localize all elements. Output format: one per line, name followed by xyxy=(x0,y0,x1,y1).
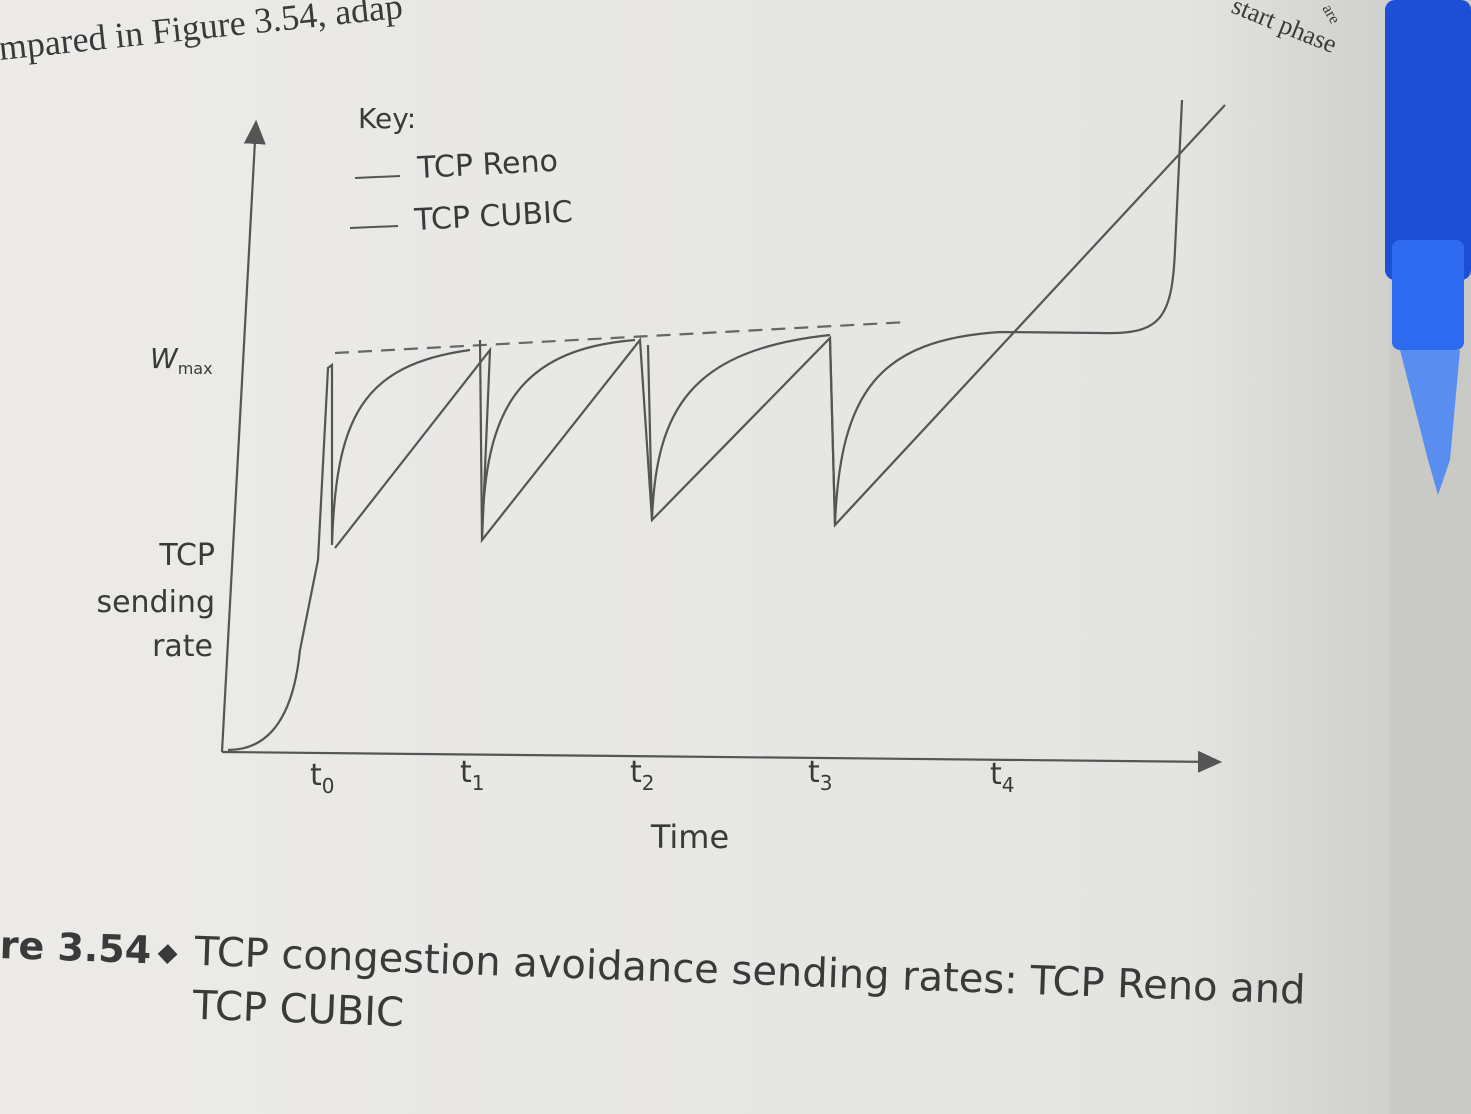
x-tick-label: t0 xyxy=(310,758,335,798)
key-swatch xyxy=(349,225,399,229)
cubic-line xyxy=(227,99,1184,752)
x-tick-label: t2 xyxy=(630,755,655,795)
x-label: Time xyxy=(650,818,729,856)
tick-main: t xyxy=(310,758,322,793)
x-tick-label: t3 xyxy=(808,755,833,795)
y-label: TCP xyxy=(158,538,215,573)
wmax-label: Wmax xyxy=(150,342,213,378)
tick-main: t xyxy=(808,755,820,790)
x-axis xyxy=(221,750,1223,773)
wmax-main: W xyxy=(150,342,179,375)
caption-number: re 3.54 xyxy=(0,923,152,972)
caption-separator: ◆ xyxy=(157,938,178,969)
wmax-sub: max xyxy=(178,359,213,378)
tick-sub: 4 xyxy=(1002,773,1015,797)
figure: Key: TCP Reno TCP CUBIC Wmax TCP sending… xyxy=(96,99,1226,856)
tick-main: t xyxy=(630,755,642,790)
key-swatch xyxy=(354,175,401,179)
caption-line: TCP CUBIC xyxy=(191,983,405,1036)
tick-main: t xyxy=(460,755,472,790)
tick-sub: 2 xyxy=(642,771,655,795)
y-axis xyxy=(220,119,266,753)
tick-sub: 1 xyxy=(472,771,485,795)
key-item: TCP Reno xyxy=(416,144,559,186)
key-item: TCP CUBIC xyxy=(413,195,574,238)
tick-main: t xyxy=(990,757,1002,792)
y-label: rate xyxy=(152,629,213,664)
x-tick-label: t4 xyxy=(990,757,1015,797)
wmax-line xyxy=(334,320,909,355)
pen xyxy=(1385,0,1471,495)
y-label: sending xyxy=(96,585,215,620)
tick-sub: 0 xyxy=(322,774,335,798)
key-title: Key: xyxy=(358,102,416,135)
tick-sub: 3 xyxy=(820,771,833,795)
x-tick-label: t1 xyxy=(460,755,485,795)
